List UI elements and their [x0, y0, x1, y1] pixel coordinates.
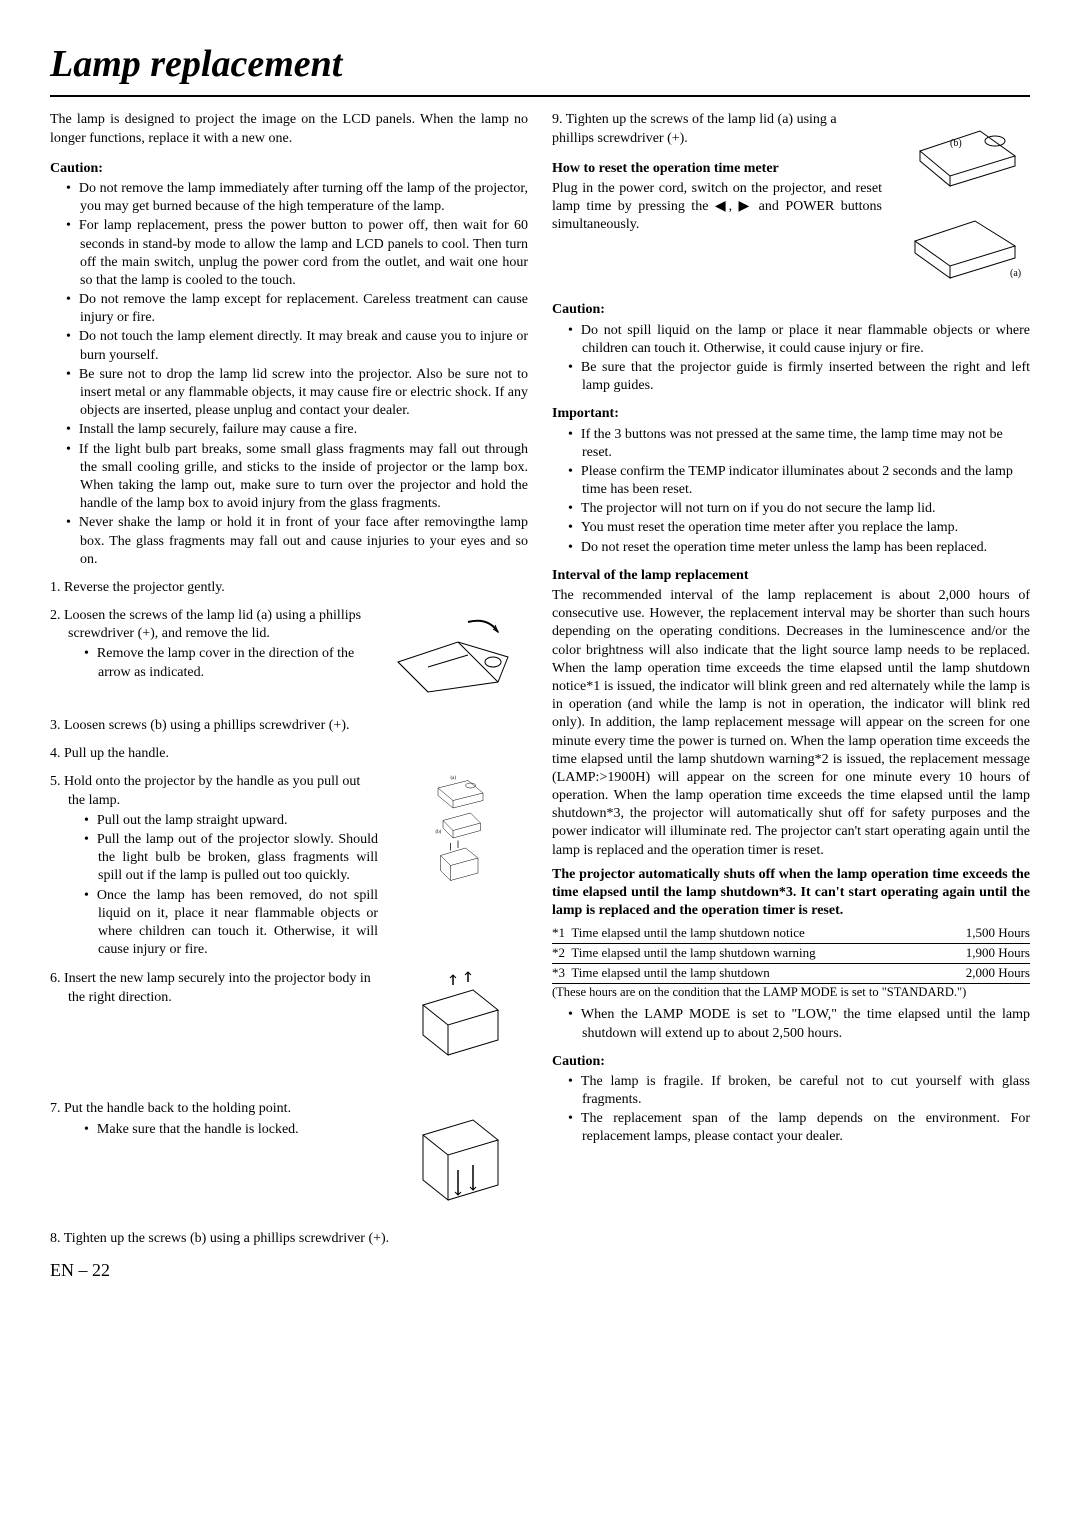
sub-step: Pull the lamp out of the projector slowl…	[84, 831, 378, 886]
interval-text: The recommended interval of the lamp rep…	[552, 587, 1030, 860]
step: 4. Pull up the handle.	[68, 745, 528, 763]
caution-item: The replacement span of the lamp depends…	[568, 1110, 1030, 1146]
right-column: (b) 9. Tighten up the screws of the lamp…	[552, 111, 1030, 1282]
table-row: *3 Time elapsed until the lamp shutdown …	[552, 964, 1030, 984]
caution-item: For lamp replacement, press the power bu…	[66, 217, 528, 290]
table-cell: Time elapsed until the lamp shutdown not…	[571, 924, 934, 943]
important-item: Please confirm the TEMP indicator illumi…	[568, 463, 1030, 499]
projector-diagram-icon	[378, 607, 528, 707]
caution-item: Install the lamp securely, failure may c…	[66, 421, 528, 439]
low-mode-item: When the LAMP MODE is set to "LOW," the …	[568, 1006, 1030, 1042]
step: 2. Loosen the screws of the lamp lid (a)…	[68, 607, 528, 707]
reset-diagram-icon: (a)	[890, 201, 1030, 291]
step: 5. Hold onto the projector by the handle…	[68, 773, 528, 960]
table-cell: 1,500 Hours	[934, 924, 1030, 943]
svg-text:(a): (a)	[1010, 268, 1021, 279]
page-number: EN – 22	[50, 1259, 528, 1282]
table-cell: 1,900 Hours	[934, 944, 1030, 964]
step-text: 2. Loosen the screws of the lamp lid (a)…	[50, 608, 361, 641]
important-item: If the 3 buttons was not pressed at the …	[568, 426, 1030, 462]
caution-item: Be sure that the projector guide is firm…	[568, 359, 1030, 395]
step: 8. Tighten up the screws (b) using a phi…	[68, 1230, 528, 1248]
auto-off-note: The projector automatically shuts off wh…	[552, 866, 1030, 921]
steps-list: 1. Reverse the projector gently. 2. Loos…	[50, 579, 528, 1249]
caution-list: Do not remove the lamp immediately after…	[50, 180, 528, 569]
hours-table: *1 Time elapsed until the lamp shutdown …	[552, 924, 1030, 984]
important-item: You must reset the operation time meter …	[568, 519, 1030, 537]
intro-text: The lamp is designed to project the imag…	[50, 111, 528, 147]
important-item: Do not reset the operation time meter un…	[568, 539, 1030, 557]
lamp-pull-diagram-icon: (a) (b)	[388, 773, 528, 883]
interval-head: Interval of the lamp replacement	[552, 567, 1030, 585]
step-text: 5. Hold onto the projector by the handle…	[50, 774, 360, 807]
caution3-head: Caution:	[552, 1053, 1030, 1071]
caution-item: Do not spill liquid on the lamp or place…	[568, 322, 1030, 358]
caution-head: Caution:	[50, 160, 528, 178]
step: 7. Put the handle back to the holding po…	[68, 1100, 528, 1220]
caution3-list: The lamp is fragile. If broken, be caref…	[552, 1073, 1030, 1147]
important-list: If the 3 buttons was not pressed at the …	[552, 426, 1030, 557]
sub-step: Remove the lamp cover in the direction o…	[84, 645, 368, 681]
table-cell: 2,000 Hours	[934, 964, 1030, 984]
table-row: *1 Time elapsed until the lamp shutdown …	[552, 924, 1030, 943]
table-cell: *2	[552, 944, 571, 964]
svg-text:(b): (b)	[950, 138, 962, 149]
step: 3. Loosen screws (b) using a phillips sc…	[68, 717, 528, 735]
important-item: The projector will not turn on if you do…	[568, 500, 1030, 518]
table-cell: Time elapsed until the lamp shutdown	[571, 964, 934, 984]
caution2-head: Caution:	[552, 301, 1030, 319]
page-title: Lamp replacement	[50, 40, 1030, 97]
step-text: 6. Insert the new lamp securely into the…	[68, 970, 388, 1006]
low-mode-list: When the LAMP MODE is set to "LOW," the …	[552, 1006, 1030, 1042]
step: 1. Reverse the projector gently.	[68, 579, 528, 597]
insert-lamp-diagram-icon	[398, 970, 528, 1090]
caution-item: Do not remove the lamp immediately after…	[66, 180, 528, 216]
table-cell: *1	[552, 924, 571, 943]
sub-step: Pull out the lamp straight upward.	[84, 812, 378, 830]
caution-item: Be sure not to drop the lamp lid screw i…	[66, 366, 528, 421]
sub-step: Once the lamp has been removed, do not s…	[84, 887, 378, 960]
caution-item: Do not remove the lamp except for replac…	[66, 291, 528, 327]
hours-note: (These hours are on the condition that t…	[552, 984, 1030, 1000]
important-head: Important:	[552, 405, 1030, 423]
caution-item: The lamp is fragile. If broken, be caref…	[568, 1073, 1030, 1109]
svg-text:(a): (a)	[451, 776, 457, 781]
handle-lock-diagram-icon	[398, 1100, 528, 1220]
svg-text:(b): (b)	[436, 830, 442, 835]
table-cell: Time elapsed until the lamp shutdown war…	[571, 944, 934, 964]
table-cell: *3	[552, 964, 571, 984]
table-row: *2 Time elapsed until the lamp shutdown …	[552, 944, 1030, 964]
caution2-list: Do not spill liquid on the lamp or place…	[552, 322, 1030, 396]
left-column: The lamp is designed to project the imag…	[50, 111, 528, 1282]
caution-item: Do not touch the lamp element directly. …	[66, 328, 528, 364]
sub-step: Make sure that the handle is locked.	[84, 1121, 388, 1139]
lamp-lid-diagram-icon: (b)	[890, 111, 1030, 201]
caution-item: Never shake the lamp or hold it in front…	[66, 514, 528, 569]
step-text: 7. Put the handle back to the holding po…	[50, 1101, 291, 1116]
step: 6. Insert the new lamp securely into the…	[68, 970, 528, 1090]
caution-item: If the light bulb part breaks, some smal…	[66, 441, 528, 514]
